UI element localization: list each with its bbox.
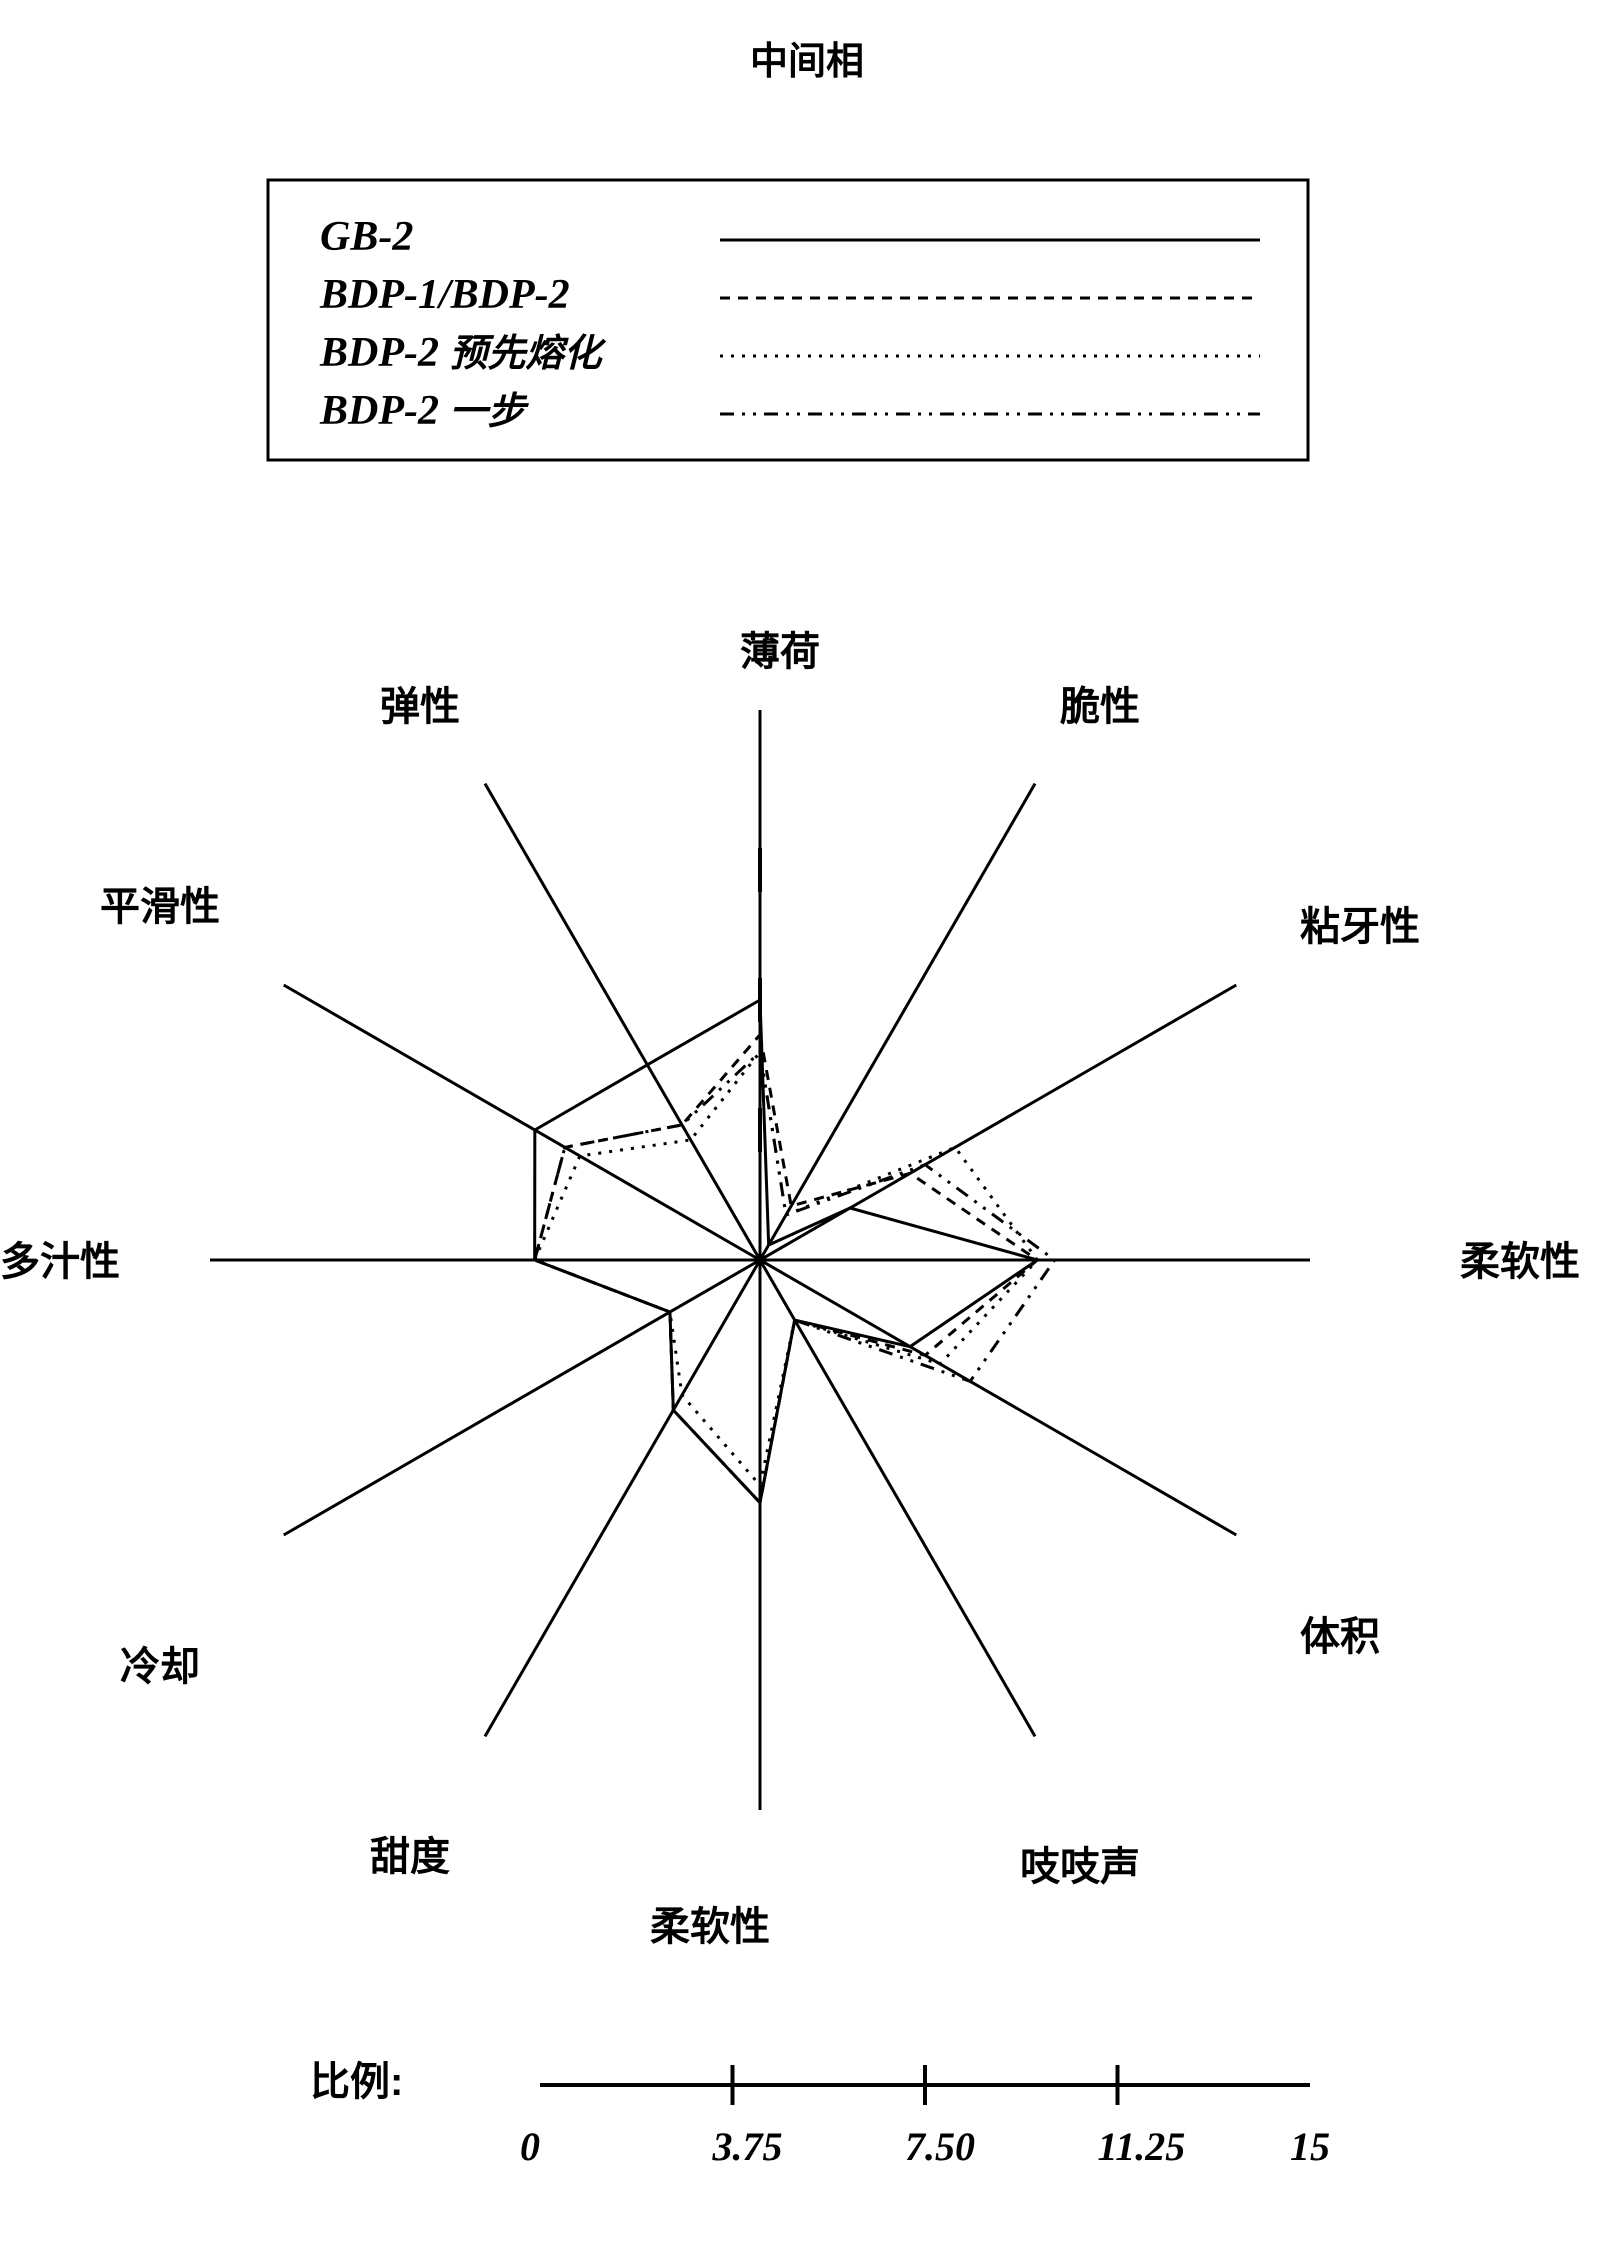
scale-number: 7.50 [905,2124,975,2169]
radar-series [535,1000,1055,1503]
scale-bar: 比例: 0 3.75 7.50 11.25 15 [310,2060,1330,2169]
series-GB-2 [535,1000,1038,1503]
legend-item-label: BDP-2 预先熔化 [319,330,607,376]
radar-axis [760,1260,1236,1535]
legend-item-label: GB-2 [320,214,413,260]
scale-number: 0 [520,2124,540,2169]
axis-label: 甜度 [370,1835,450,1879]
axis-label: 脆性 [1060,684,1140,729]
radar-axis [485,1260,760,1736]
scale-label: 比例: [310,2060,403,2104]
axis-label: 柔软性 [650,1905,770,1949]
series-BDP-1/BDP-2 [535,1035,1038,1503]
scale-number: 15 [1290,2124,1330,2169]
series-BDP-2 一步 [535,1052,1055,1503]
radar-axis [760,784,1035,1260]
axis-label: 多汁性 [0,1240,120,1284]
axis-label: 冷却 [120,1645,200,1689]
radar-axis-labels: 薄荷脆性粘牙性柔软性体积吱吱声柔软性甜度冷却多汁性平滑性弹性 [0,630,1580,1949]
legend-item-label: BDP-2 一步 [319,388,530,434]
radar-axis [485,784,760,1260]
legend-item-label: BDP-1/BDP-2 [319,272,570,318]
radar-axis [284,985,760,1260]
chart-title: 中间相 [0,30,1614,85]
axis-label: 吱吱声 [1020,1845,1140,1889]
axis-label: 薄荷 [740,630,820,674]
axis-label: 柔软性 [1460,1240,1580,1284]
scale-number: 3.75 [712,2124,783,2169]
radar-chart-svg: GB-2 BDP-1/BDP-2 BDP-2 预先熔化 BDP-2 一步 薄荷脆性粘牙… [0,0,1614,2260]
legend: GB-2 BDP-1/BDP-2 BDP-2 预先熔化 BDP-2 一步 [319,214,1260,434]
series-BDP-2 预先熔化 [535,1052,1038,1485]
axis-label: 平滑性 [100,885,220,929]
scale-number: 11.25 [1098,2124,1186,2169]
axis-label: 弹性 [380,685,460,729]
radar-axis [284,1260,760,1535]
radar-axis [760,1260,1035,1736]
axis-label: 粘牙性 [1300,905,1420,949]
axis-label: 体积 [1300,1615,1380,1659]
